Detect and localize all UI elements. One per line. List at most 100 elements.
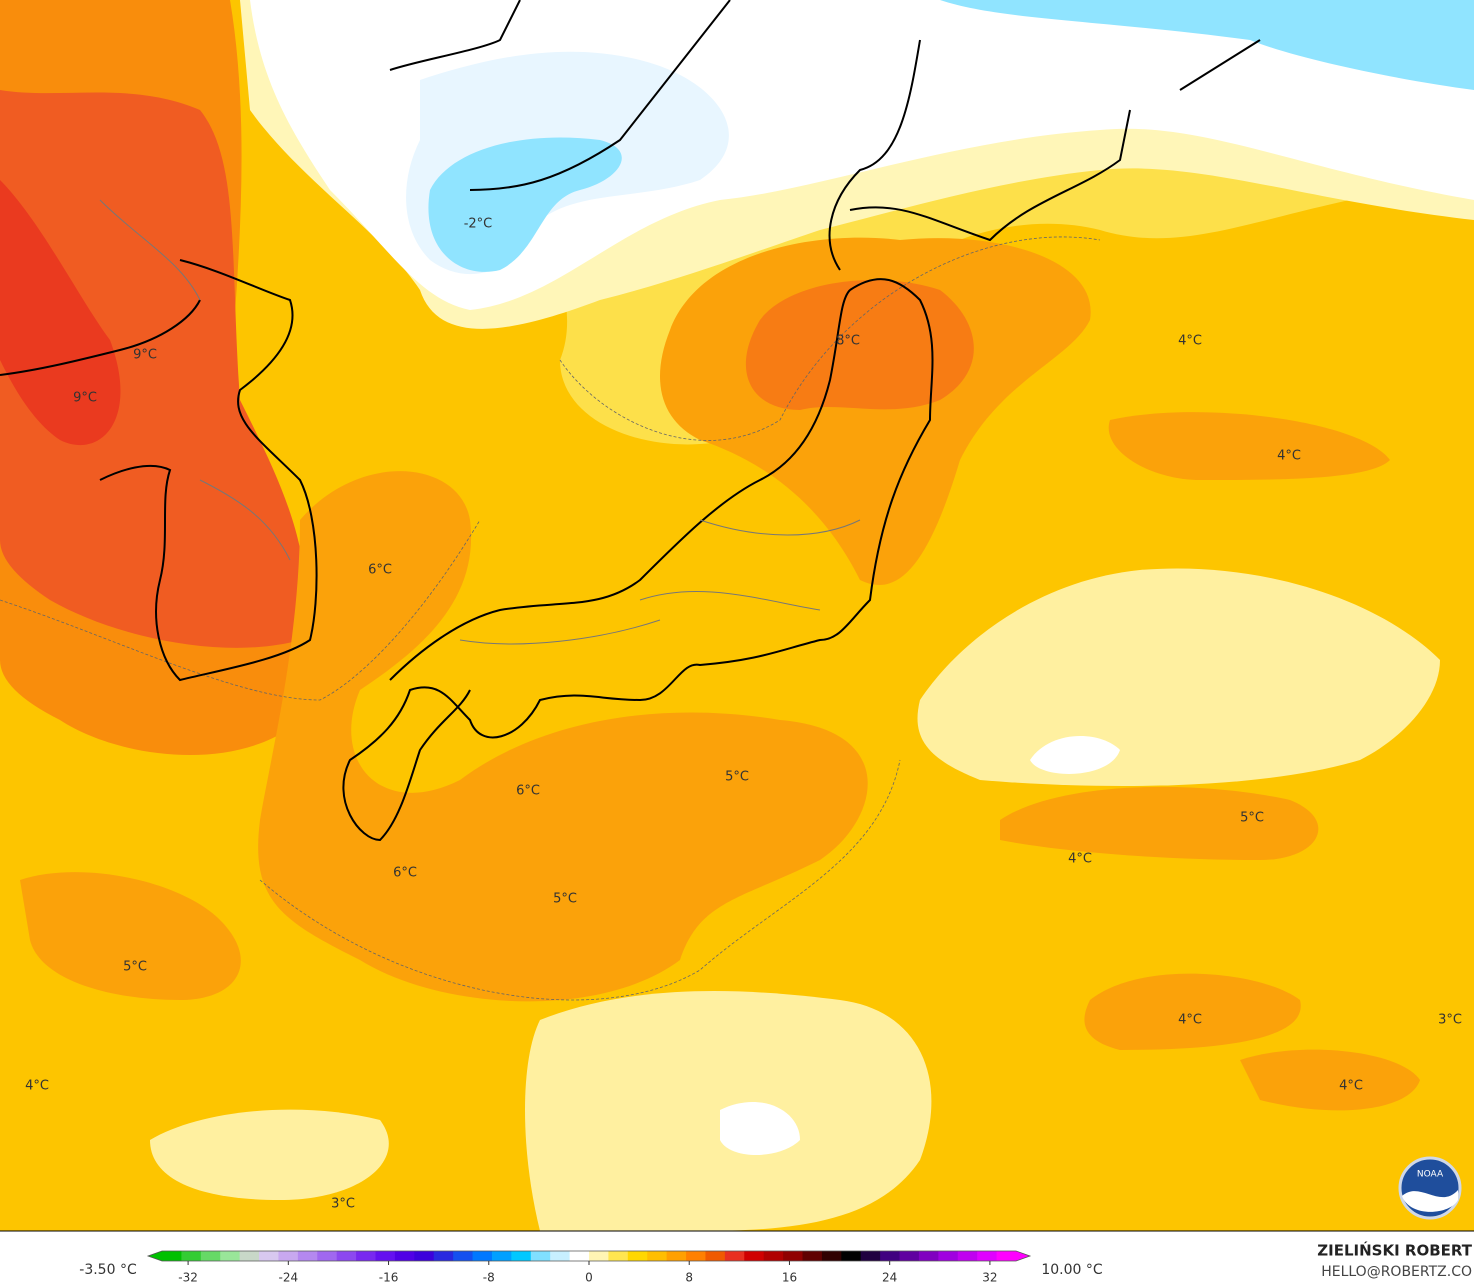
credit-name: ZIELIŃSKI ROBERT (1317, 1241, 1472, 1260)
logo-wave (1402, 1190, 1458, 1212)
colorbar-outline (146, 1250, 1032, 1262)
coastline-japan (342, 278, 934, 842)
temp-label: 9°C (73, 391, 97, 406)
temp-label: -2°C (464, 217, 493, 232)
field-cyan (428, 137, 622, 272)
colorbar-swatch (957, 1251, 978, 1261)
colorbar-tick-label: -16 (379, 1271, 399, 1285)
colorbar-swatch (841, 1251, 862, 1261)
colorbar-swatch (414, 1251, 435, 1261)
colorbar-swatch (511, 1251, 532, 1261)
colorbar-swatch (375, 1251, 396, 1261)
colorbar-max-label: 10.00 °C (1041, 1262, 1103, 1278)
colorbar-end (1016, 1251, 1030, 1261)
colorbar-tick-label: -24 (279, 1271, 299, 1285)
colorbar-swatch (627, 1251, 648, 1261)
colorbar-swatch (162, 1251, 182, 1261)
temp-label: 3°C (1438, 1013, 1462, 1028)
colorbar-swatch (589, 1251, 609, 1261)
colorbar-swatch (569, 1251, 590, 1261)
temp-label: 6°C (368, 563, 392, 578)
colorbar-swatch (802, 1251, 823, 1261)
field-orange-east (1000, 786, 1319, 860)
colorbar-swatch (918, 1251, 939, 1261)
temp-label: 4°C (1178, 334, 1202, 349)
field-light-east (917, 568, 1440, 786)
colorbar-swatch (220, 1251, 241, 1261)
temp-label: 6°C (516, 784, 540, 799)
temp-label: 4°C (25, 1079, 49, 1094)
field-orange-se2 (1240, 1049, 1420, 1111)
colorbar-tick-label: 16 (782, 1271, 797, 1285)
colorbar-swatch (860, 1251, 881, 1261)
colorbar-swatch (530, 1251, 551, 1261)
temp-label: 3°C (331, 1197, 355, 1212)
colorbar-tick-label: 24 (882, 1271, 897, 1285)
colorbar-swatch (724, 1251, 745, 1261)
temp-label: 6°C (393, 866, 417, 881)
contour-line (259, 759, 901, 1001)
colorbar-swatch (666, 1251, 687, 1261)
logo-text: NOAA (1417, 1170, 1444, 1180)
colorbar-swatch (705, 1251, 726, 1261)
colorbar-swatch (200, 1251, 221, 1261)
colorbar-swatch (297, 1251, 318, 1261)
colorbar-swatch (608, 1251, 629, 1261)
noaa-logo: NOAA (1398, 1156, 1462, 1220)
temp-label: 4°C (1277, 449, 1301, 464)
temp-label: 5°C (725, 770, 749, 785)
colorbar-tick-label: 0 (585, 1271, 593, 1285)
field-red-core (0, 180, 121, 446)
colorbar-swatch (433, 1251, 454, 1261)
colorbar-swatch (550, 1251, 571, 1261)
colorbar-swatch (239, 1251, 260, 1261)
field-white-south (720, 1101, 800, 1155)
colorbar-swatch (938, 1251, 959, 1261)
contour-line (0, 519, 481, 701)
field-cyan-ne (940, 0, 1474, 90)
colorbar-swatch (259, 1251, 279, 1261)
colorbar: -32 -24 -16 -8 0 8 16 24 32 (146, 1250, 1032, 1285)
colorbar-min-label: -3.50 °C (79, 1262, 137, 1278)
field-orange-ne (1108, 412, 1390, 480)
temp-label: 8°C (836, 334, 860, 349)
field-orange-se1 (1084, 973, 1301, 1050)
field-orange-central (258, 471, 868, 1002)
colorbar-swatch (394, 1251, 415, 1261)
field-light-sw (150, 1109, 389, 1200)
credit-email: HELLO@ROBERTZ.CO (1321, 1264, 1472, 1280)
admin-border (99, 199, 861, 645)
colorbar-tick-label: 32 (982, 1271, 997, 1285)
temp-label: 5°C (123, 960, 147, 975)
colorbar-tick-label: -8 (483, 1271, 495, 1285)
field-red-west (0, 90, 306, 648)
temp-label: 9°C (133, 348, 157, 363)
temp-label: 5°C (1240, 811, 1264, 826)
field-red-north (745, 280, 974, 410)
temp-label: 5°C (553, 892, 577, 907)
colorbar-swatch (356, 1251, 376, 1261)
colorbar-swatch (317, 1251, 338, 1261)
temp-label: 4°C (1178, 1013, 1202, 1028)
field-white-east (1030, 736, 1120, 774)
coastline-north (389, 0, 1261, 271)
field-orange-sw (20, 872, 241, 1000)
map-field: -2°C 9°C 9°C 8°C 4°C 4°C 6°C 5°C 6°C 6°C… (0, 0, 1474, 1231)
colorbar-swatch (181, 1251, 202, 1261)
colorbar-swatch (783, 1251, 803, 1261)
colorbar-swatch (880, 1251, 901, 1261)
colorbar-tick-label: 8 (685, 1271, 693, 1285)
colorbar-swatch (821, 1251, 842, 1261)
colorbar-swatch (899, 1251, 920, 1261)
temp-label: 4°C (1068, 852, 1092, 867)
colorbar-swatch (336, 1251, 357, 1261)
colorbar-swatch (763, 1251, 784, 1261)
colorbar-swatch (453, 1251, 474, 1261)
colorbar-swatch (977, 1251, 998, 1261)
colorbar-swatch (491, 1251, 512, 1261)
colorbar-end (148, 1251, 162, 1261)
temp-label: 4°C (1339, 1079, 1363, 1094)
colorbar-swatch (686, 1251, 706, 1261)
